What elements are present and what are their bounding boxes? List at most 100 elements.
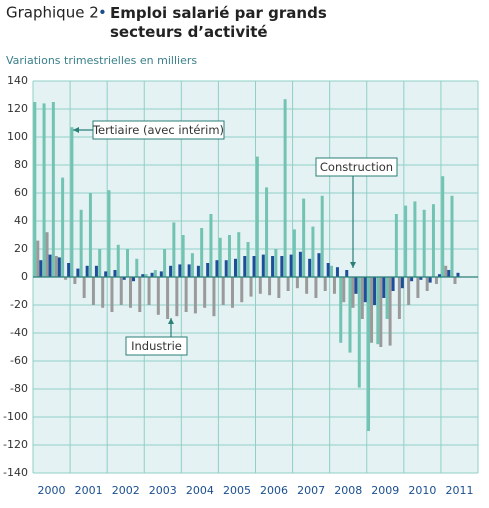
arrow-head: [168, 318, 174, 324]
bar: [144, 274, 148, 277]
bar: [91, 277, 95, 305]
bar: [206, 263, 210, 277]
x-tick-label: 2011: [445, 484, 473, 497]
bar: [110, 277, 114, 312]
bar: [370, 277, 374, 343]
bar: [360, 277, 364, 319]
bar: [394, 214, 398, 277]
bar: [292, 229, 296, 277]
bar: [363, 277, 367, 303]
bar: [274, 249, 278, 277]
x-tick-label: 2002: [112, 484, 140, 497]
x-tick-label: 2001: [75, 484, 103, 497]
bar: [166, 277, 170, 319]
bar: [227, 235, 231, 277]
bar: [289, 254, 293, 277]
x-tick-label: 2009: [371, 484, 399, 497]
bar: [323, 277, 327, 291]
bar: [215, 260, 219, 277]
bar: [138, 277, 142, 312]
y-tick-label: 120: [7, 102, 28, 115]
annotation-label: Tertiaire (avec intérim): [92, 123, 224, 137]
bar: [94, 265, 98, 277]
bar: [39, 260, 43, 277]
bar: [209, 214, 213, 277]
bar: [243, 256, 247, 277]
annotation-box: [315, 157, 398, 177]
bar: [104, 271, 108, 277]
bar: [82, 277, 86, 298]
annotation-label: Construction: [320, 160, 393, 174]
x-tick-label: 2010: [408, 484, 436, 497]
bar: [178, 264, 182, 277]
bar: [351, 277, 355, 308]
x-tick-label: 2006: [260, 484, 288, 497]
bar: [410, 277, 414, 282]
bar: [367, 277, 371, 431]
title-bullet: •: [98, 4, 107, 22]
bar: [98, 249, 102, 277]
bar: [200, 228, 204, 277]
bar: [437, 274, 441, 277]
chart-subtitle: Variations trimestrielles en milliers: [6, 54, 197, 67]
bar: [57, 257, 61, 277]
bar: [233, 258, 237, 277]
bar: [342, 277, 346, 303]
bar: [184, 277, 188, 312]
bar: [388, 277, 392, 346]
bar: [444, 265, 448, 277]
bar: [36, 240, 40, 277]
bar: [329, 265, 333, 277]
bar: [311, 226, 315, 277]
bar: [169, 265, 173, 277]
bar: [246, 242, 250, 277]
y-tick-label: -140: [3, 466, 28, 479]
bar: [339, 277, 343, 343]
bar: [249, 277, 253, 297]
chart-title: Emploi salarié par grands secteurs d’acti…: [110, 4, 327, 41]
bar: [425, 277, 429, 291]
bar: [79, 209, 83, 277]
x-tick-label: 2003: [149, 484, 177, 497]
bar: [107, 190, 111, 277]
annotation-label: Industrie: [131, 339, 182, 353]
bar: [382, 277, 386, 298]
bar: [48, 254, 52, 277]
bar: [286, 277, 290, 291]
bar: [419, 277, 423, 280]
bar: [308, 258, 312, 277]
bar: [317, 253, 321, 277]
y-tick-label: 20: [14, 242, 28, 255]
bar: [280, 256, 284, 277]
bar: [175, 277, 179, 317]
y-tick-label: -100: [3, 410, 28, 423]
x-tick-label: 2007: [297, 484, 325, 497]
y-tick-label: -40: [10, 326, 28, 339]
bar: [456, 272, 460, 277]
bar: [33, 102, 37, 277]
bar: [422, 209, 426, 277]
x-tick-label: 2005: [223, 484, 251, 497]
bar: [45, 232, 49, 277]
bar: [450, 195, 454, 277]
bar: [218, 237, 222, 277]
bar: [224, 260, 228, 277]
bar: [181, 235, 185, 277]
bar: [265, 187, 269, 277]
bar: [302, 198, 306, 277]
bar: [277, 277, 281, 298]
bar: [132, 277, 136, 282]
bar: [76, 268, 80, 277]
bar: [332, 277, 336, 294]
bar: [373, 277, 377, 305]
bar: [141, 274, 145, 277]
bar: [190, 253, 194, 277]
bar: [431, 204, 435, 277]
bar: [73, 277, 77, 284]
bar: [187, 264, 191, 277]
bar: [101, 277, 105, 308]
bar: [298, 251, 302, 277]
bar: [354, 277, 358, 294]
